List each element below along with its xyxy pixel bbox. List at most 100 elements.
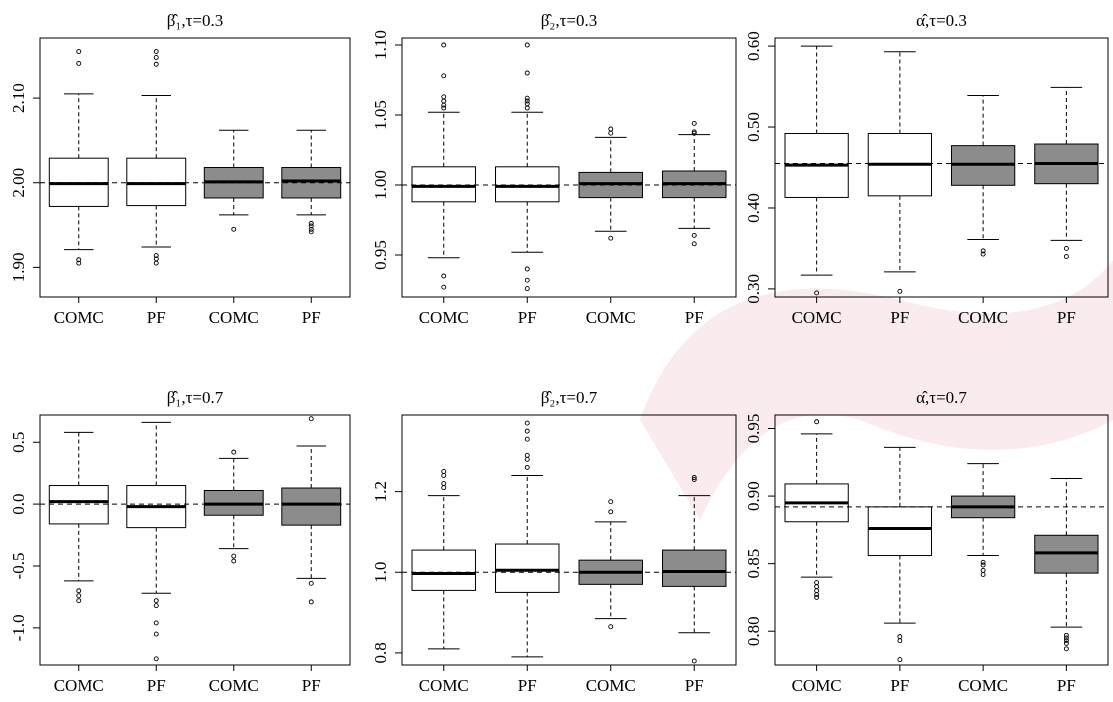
outlier: [441, 485, 447, 491]
x-tick-label: COMC: [586, 308, 636, 327]
outlier: [1063, 640, 1069, 646]
outlier: [153, 260, 159, 266]
x-tick-label: COMC: [54, 676, 104, 695]
x-tick-label: COMC: [586, 676, 636, 695]
x-tick-label: PF: [890, 308, 909, 327]
outlier: [441, 481, 447, 486]
outlier: [308, 223, 314, 229]
watermark: [640, 260, 1113, 520]
outlier: [691, 129, 697, 135]
outlier: [814, 580, 820, 586]
y-tick-label: 1.10: [371, 30, 390, 60]
outlier: [308, 599, 314, 605]
panel-title: β̂₁,τ=0.3: [167, 11, 224, 30]
outlier: [980, 572, 986, 577]
outlier: [814, 592, 820, 598]
outlier: [814, 419, 820, 425]
outlier: [691, 475, 697, 480]
x-tick-label: PF: [1057, 676, 1076, 695]
outlier: [231, 553, 237, 559]
outlier: [980, 567, 986, 573]
x-tick-label: COMC: [419, 308, 469, 327]
outlier: [308, 580, 314, 586]
panel-title: β̂₂,τ=0.7: [541, 388, 598, 407]
outlier: [608, 509, 614, 515]
x-tick-label: PF: [685, 308, 704, 327]
x-tick-label: COMC: [419, 676, 469, 695]
box: [867, 506, 933, 557]
box: [662, 549, 727, 587]
outlier: [441, 102, 447, 108]
y-tick-label: 2.00: [9, 168, 28, 198]
outlier: [441, 273, 447, 279]
y-tick-label: 0.60: [744, 31, 763, 61]
outlier: [524, 42, 530, 48]
outlier: [1063, 245, 1069, 251]
box: [495, 543, 560, 593]
outlier: [691, 658, 697, 664]
outlier: [76, 49, 82, 54]
y-tick-label: 0.80: [744, 616, 763, 646]
outlier: [691, 232, 697, 238]
outlier: [691, 477, 697, 482]
outlier: [1063, 632, 1069, 638]
plot-frame: [774, 37, 1109, 298]
x-tick-label: COMC: [209, 676, 259, 695]
outlier: [524, 464, 530, 470]
outlier: [524, 286, 530, 292]
outlier: [1063, 646, 1069, 652]
outlier: [441, 42, 447, 48]
outlier: [524, 70, 530, 76]
y-tick-label: 0.0: [9, 493, 28, 514]
y-tick-label: 2.10: [9, 83, 28, 113]
outlier: [524, 456, 530, 462]
outlier: [980, 559, 986, 565]
y-tick-label: 1.00: [371, 170, 390, 200]
outlier: [691, 241, 697, 247]
y-tick-label: 0.50: [744, 112, 763, 142]
outlier: [608, 499, 614, 505]
outlier: [441, 469, 447, 474]
box: [281, 487, 342, 526]
y-tick-label: -1.0: [9, 614, 28, 641]
x-tick-label: PF: [518, 676, 537, 695]
plot-frame: [401, 414, 737, 666]
outlier: [1063, 638, 1069, 644]
y-tick-label: -0.5: [9, 553, 28, 580]
y-tick-label: 0.40: [744, 193, 763, 223]
outlier: [897, 638, 903, 644]
outlier: [524, 98, 530, 104]
outlier: [980, 248, 986, 254]
outlier: [76, 60, 82, 66]
outlier: [308, 220, 314, 226]
outlier: [608, 624, 614, 630]
outlier: [231, 226, 237, 232]
panel-title: α̂,τ=0.7: [916, 388, 967, 407]
outlier: [524, 266, 530, 272]
outlier: [814, 594, 820, 600]
outlier: [153, 61, 159, 67]
y-tick-label: 0.30: [744, 274, 763, 304]
outlier: [897, 657, 903, 663]
y-tick-label: 1.05: [371, 100, 390, 130]
x-tick-label: PF: [890, 676, 909, 695]
y-tick-label: 0.95: [744, 414, 763, 444]
x-tick-label: COMC: [958, 676, 1008, 695]
outlier: [524, 105, 530, 111]
outlier: [1063, 635, 1069, 641]
outlier: [231, 558, 237, 564]
box: [48, 485, 109, 525]
y-tick-label: 0.8: [371, 642, 390, 663]
plot-frame: [774, 414, 1109, 666]
y-tick-label: 0.5: [9, 432, 28, 453]
outlier: [153, 603, 159, 609]
outlier: [524, 420, 530, 426]
y-tick-label: 1.0: [371, 562, 390, 583]
outlier: [153, 620, 159, 626]
outlier: [153, 598, 159, 604]
outlier: [608, 130, 614, 136]
y-tick-label: 0.90: [744, 481, 763, 511]
outlier: [441, 284, 447, 290]
y-tick-label: 1.2: [371, 481, 390, 502]
